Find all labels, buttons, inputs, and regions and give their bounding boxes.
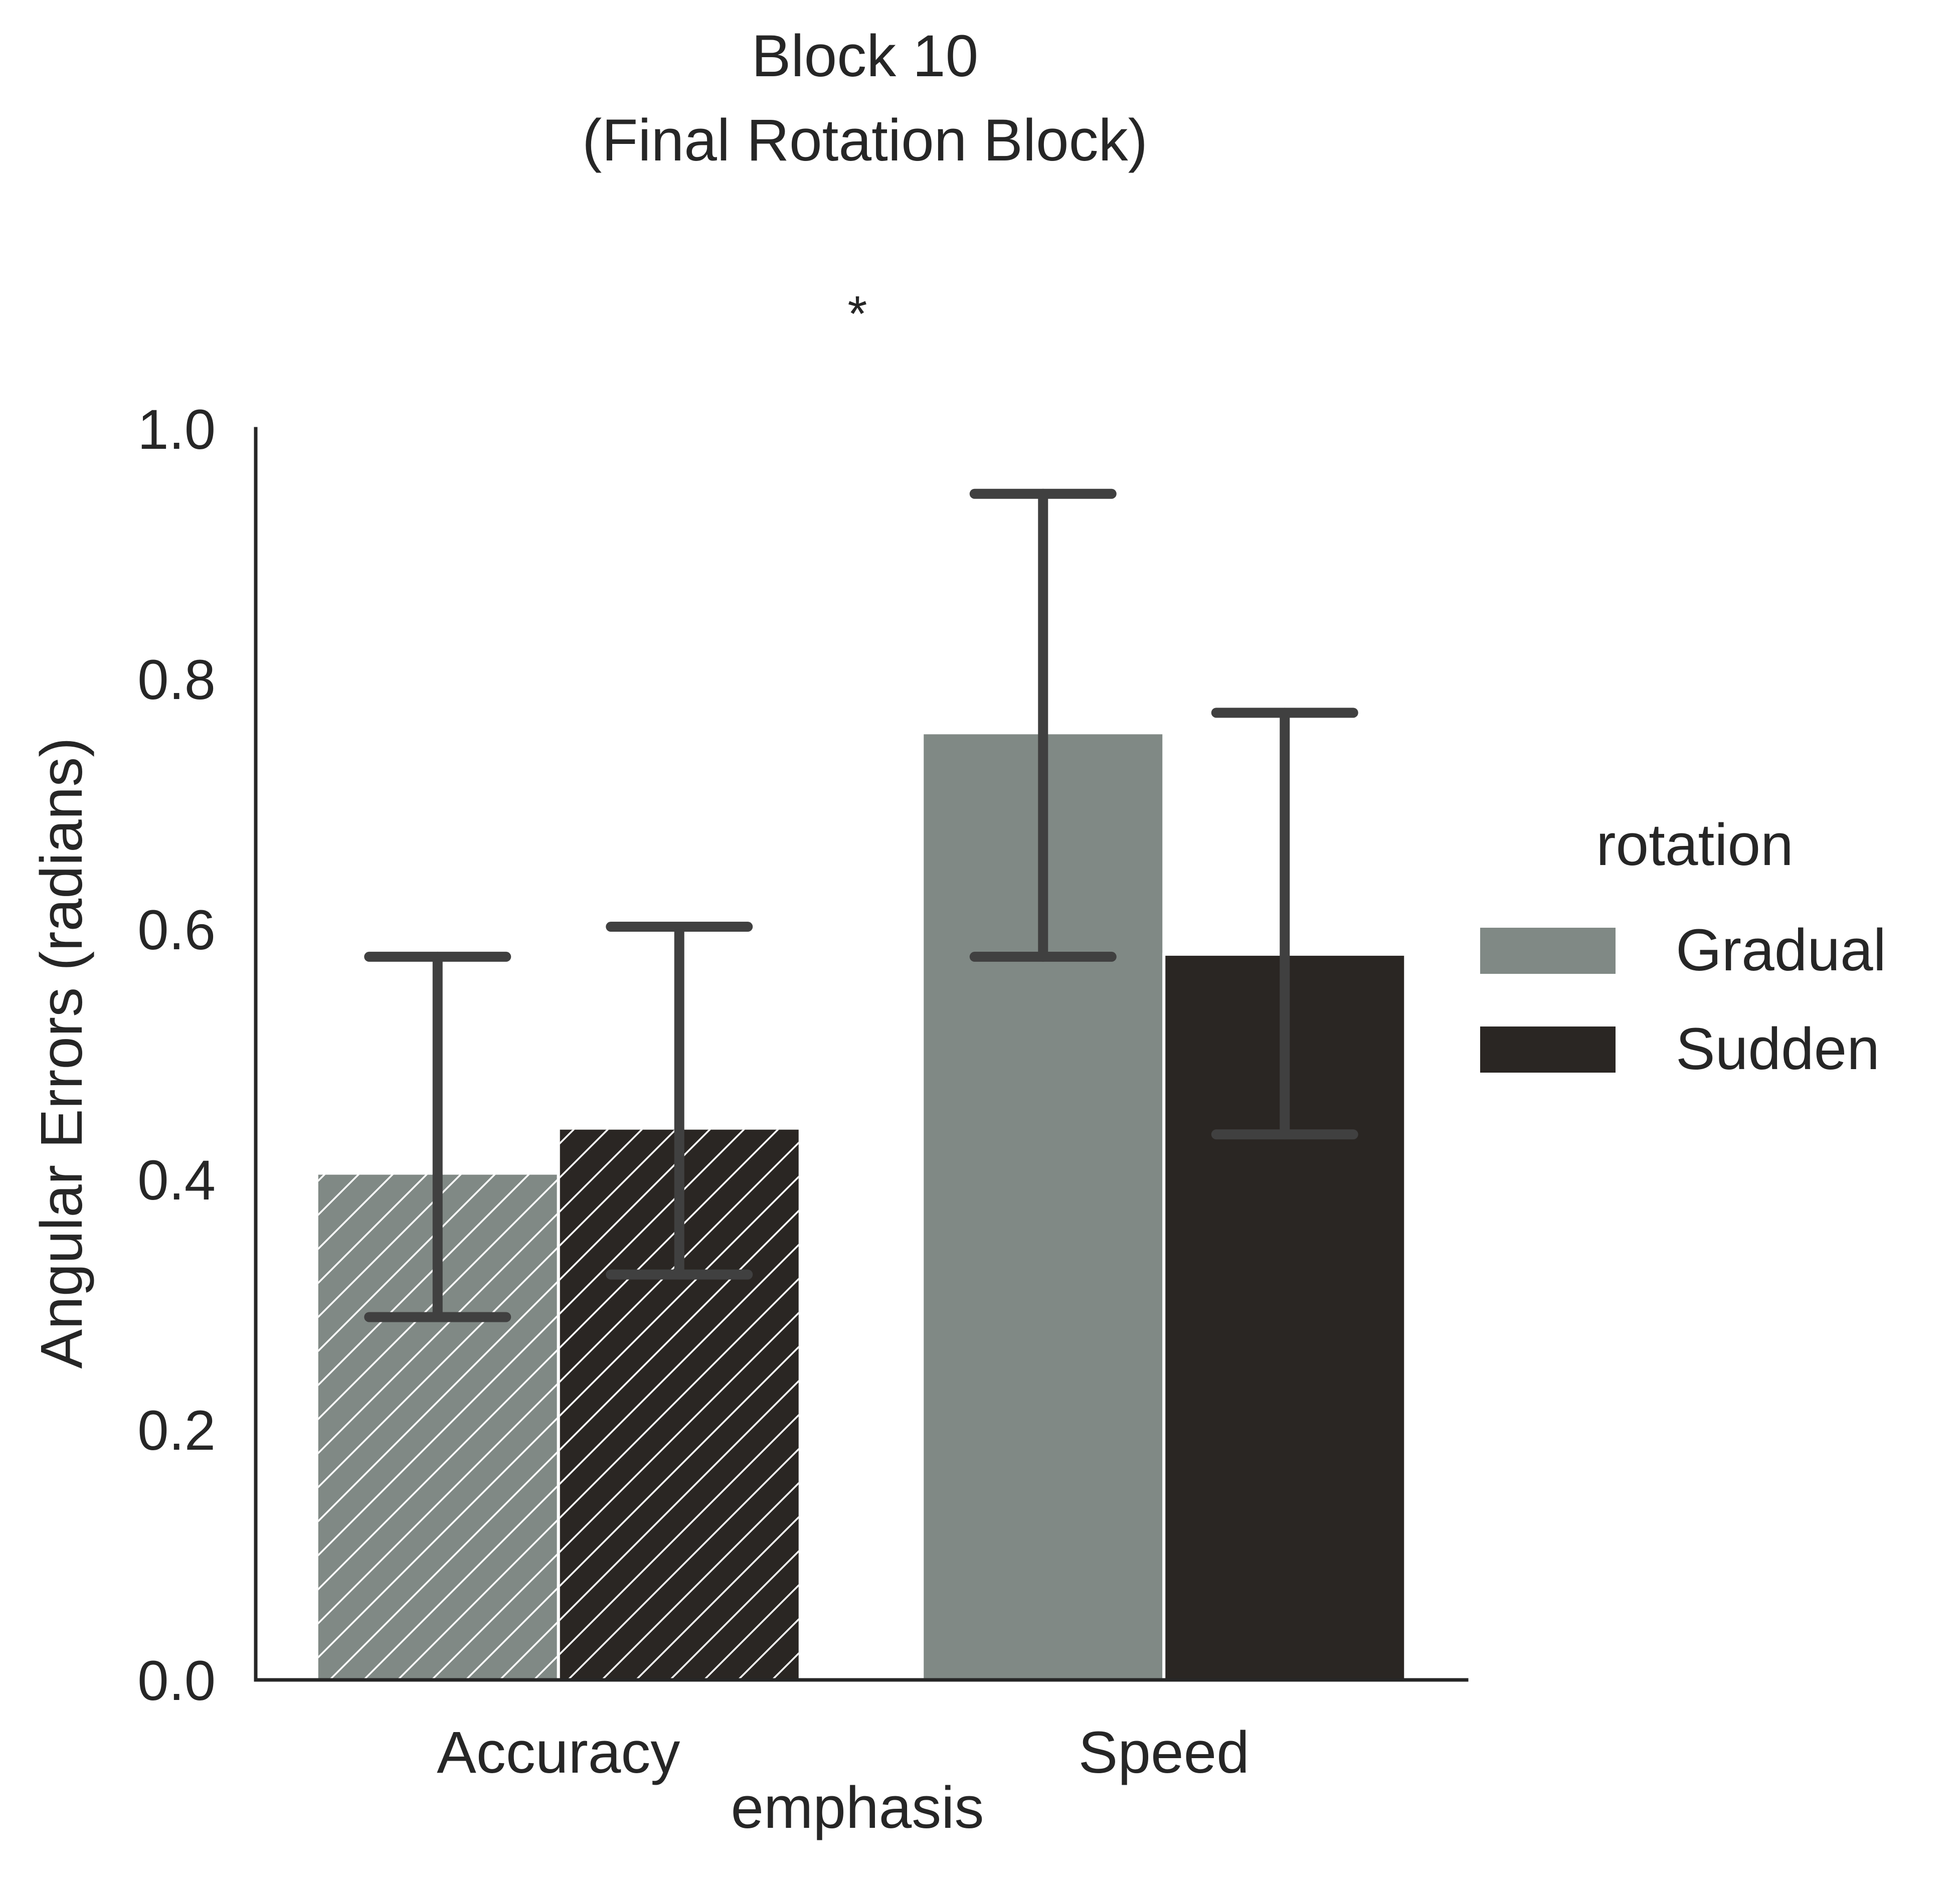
legend: rotation Gradual Sudden bbox=[1480, 812, 1886, 1082]
y-tick-label: 1.0 bbox=[137, 398, 216, 461]
y-tick-label: 0.6 bbox=[137, 899, 216, 961]
y-tick-label: 0.2 bbox=[137, 1399, 216, 1462]
errorbars-layer bbox=[364, 488, 1358, 1322]
legend-swatch-sudden bbox=[1480, 1026, 1616, 1073]
errorbar-gradual-speed bbox=[969, 488, 1117, 962]
errorbar-sudden-accuracy bbox=[606, 922, 753, 1280]
legend-title: rotation bbox=[1596, 812, 1794, 878]
chart-title-line-1: Block 10 bbox=[752, 23, 979, 89]
x-axis-label: emphasis bbox=[731, 1775, 984, 1841]
y-tick-label: 0.8 bbox=[137, 648, 216, 711]
significance-annotation: * bbox=[848, 286, 867, 342]
x-tick-label: Speed bbox=[1079, 1720, 1250, 1786]
y-tick-label: 0.4 bbox=[137, 1149, 216, 1212]
legend-label-sudden: Sudden bbox=[1676, 1016, 1880, 1082]
y-ticks: 0.0 0.2 0.4 0.6 0.8 1.0 bbox=[137, 398, 216, 1712]
y-axis-label: Angular Errors (radians) bbox=[29, 737, 95, 1368]
bars-layer bbox=[315, 731, 1407, 1682]
errorbar-gradual-accuracy bbox=[364, 951, 511, 1322]
x-tick-label: Accuracy bbox=[437, 1720, 680, 1786]
errorbar-sudden-speed bbox=[1211, 708, 1358, 1140]
x-ticks: Accuracy Speed bbox=[437, 1720, 1250, 1786]
legend-swatch-gradual bbox=[1480, 928, 1616, 974]
y-tick-label: 0.0 bbox=[137, 1649, 216, 1712]
legend-label-gradual: Gradual bbox=[1676, 917, 1886, 983]
chart-title-line-2: (Final Rotation Block) bbox=[582, 107, 1148, 174]
